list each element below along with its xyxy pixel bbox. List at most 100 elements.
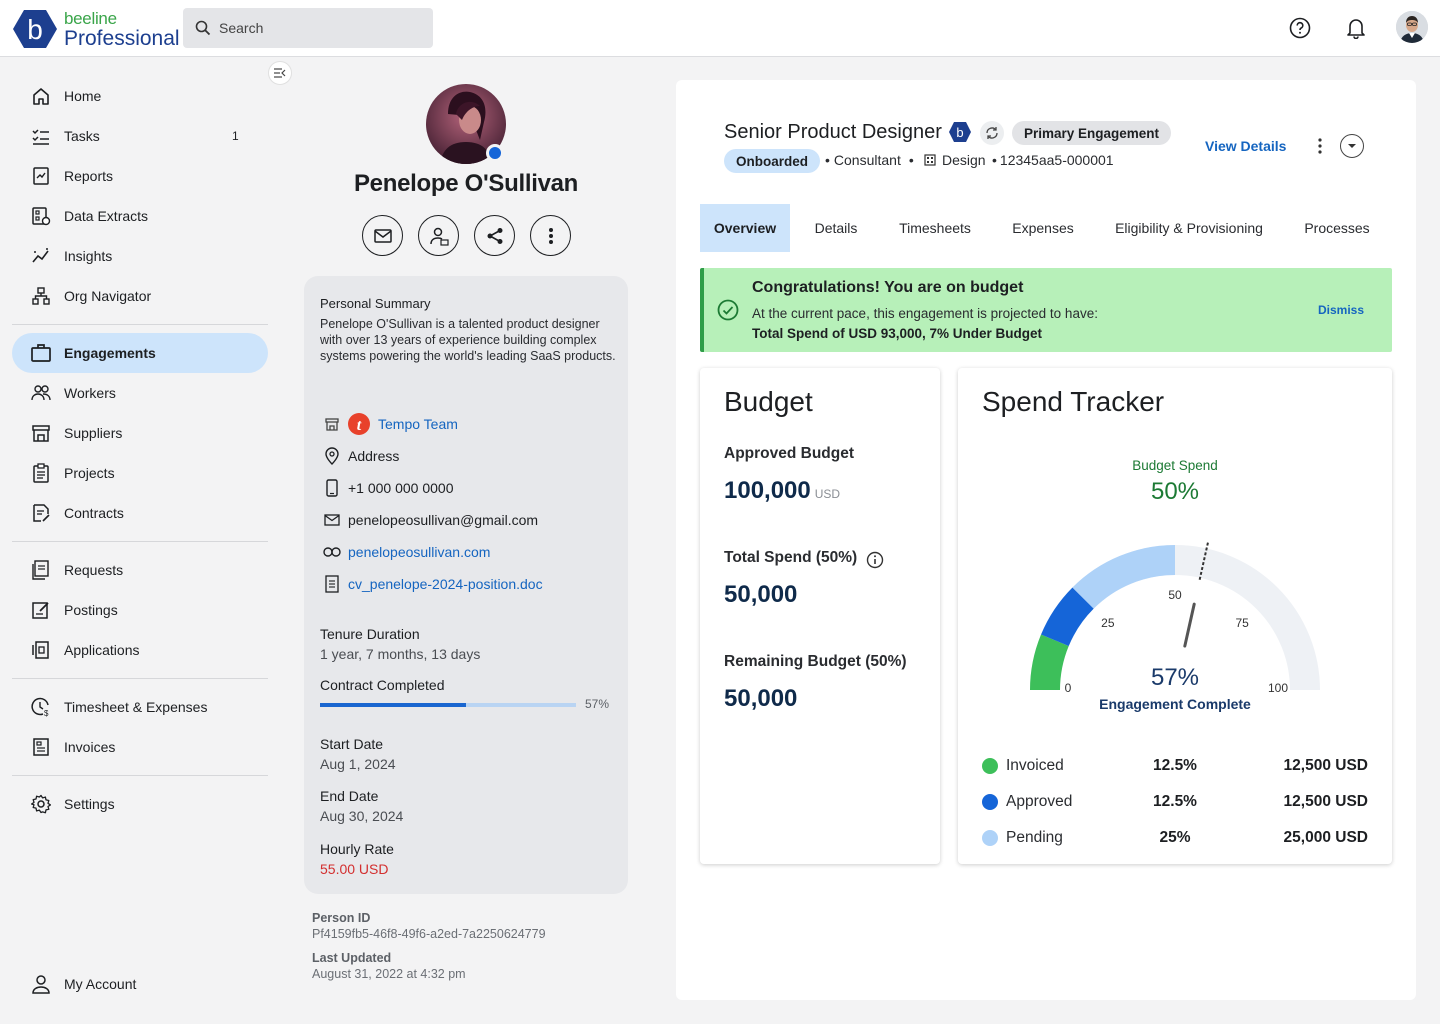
collapse-sidebar-button[interactable] xyxy=(268,61,292,85)
share-button[interactable] xyxy=(474,215,515,256)
cv-link[interactable]: cv_penelope-2024-position.doc xyxy=(348,576,543,592)
sidebar-item-my-account[interactable]: My Account xyxy=(12,964,268,1004)
sidebar-item-label: Postings xyxy=(64,602,118,618)
sidebar-item-label: Applications xyxy=(64,642,140,658)
tempo-team-logo-icon: t xyxy=(348,413,370,435)
sidebar-item-invoices[interactable]: Invoices xyxy=(12,727,268,767)
engagement-id: • 12345aa5-000001 xyxy=(992,152,1114,168)
help-button[interactable] xyxy=(1286,14,1314,42)
top-bar: b beeline Professional Search xyxy=(0,0,1440,57)
sidebar-item-postings[interactable]: Postings xyxy=(12,590,268,630)
tab-processes[interactable]: Processes xyxy=(1304,220,1370,236)
user-avatar[interactable] xyxy=(1396,11,1428,43)
info-button[interactable] xyxy=(866,551,884,569)
sidebar-item-data-extracts[interactable]: Data Extracts xyxy=(12,196,268,236)
sidebar-item-requests[interactable]: Requests xyxy=(12,550,268,590)
sidebar-item-label: Invoices xyxy=(64,739,116,755)
org-chart-icon xyxy=(30,285,52,307)
profile-name: Penelope O'Sullivan xyxy=(353,170,579,197)
engagement-department: Design xyxy=(924,152,986,168)
dismiss-button[interactable]: Dismiss xyxy=(1318,303,1365,317)
cv-row: cv_penelope-2024-position.doc xyxy=(322,573,543,595)
address-row: Address xyxy=(322,445,399,467)
status-badge: Onboarded xyxy=(724,149,821,173)
bullet: • xyxy=(825,152,830,168)
account-icon xyxy=(30,973,52,995)
email-text[interactable]: penelopeosullivan@gmail.com xyxy=(348,512,539,528)
legend-name: Invoiced xyxy=(1006,757,1064,774)
sync-button[interactable] xyxy=(980,121,1004,145)
tab-expenses[interactable]: Expenses xyxy=(1012,220,1074,236)
website-row: penelopeosullivan.com xyxy=(322,541,490,563)
sidebar-item-label: Timesheet & Expenses xyxy=(64,699,208,715)
help-icon xyxy=(1289,17,1311,39)
approved-budget-value: 100,000 USD xyxy=(724,477,840,505)
tab-timesheets[interactable]: Timesheets xyxy=(899,220,971,236)
sidebar-item-projects[interactable]: Projects xyxy=(12,453,268,493)
workers-icon xyxy=(30,382,52,404)
budget-card xyxy=(700,368,940,864)
beeline-logo[interactable]: b beeline Professional xyxy=(12,8,180,50)
link-icon xyxy=(322,542,342,562)
currency-unit: USD xyxy=(814,487,841,501)
tasks-icon xyxy=(30,125,52,147)
engagement-complete-label: Engagement Complete xyxy=(1099,696,1251,712)
tab-eligibility-provisioning[interactable]: Eligibility & Provisioning xyxy=(1115,220,1263,236)
sidebar-item-suppliers[interactable]: Suppliers xyxy=(12,413,268,453)
legend-amount: 12,500 USD xyxy=(1283,793,1368,810)
sync-icon xyxy=(986,127,998,139)
legend-row-invoiced: Invoiced 12.5% 12,500 USD xyxy=(982,754,1368,778)
search-input[interactable]: Search xyxy=(183,8,433,48)
user-photo-icon xyxy=(1396,11,1428,43)
briefcase-icon xyxy=(30,342,52,364)
brand-bottom: Professional xyxy=(64,26,180,50)
more-actions-button[interactable] xyxy=(530,215,571,256)
website-link[interactable]: penelopeosullivan.com xyxy=(348,544,491,560)
legend-dot xyxy=(982,758,998,774)
sidebar-item-insights[interactable]: Insights xyxy=(12,236,268,276)
sidebar-item-label: Contracts xyxy=(64,505,124,521)
more-vertical-icon xyxy=(1318,138,1322,154)
home-icon xyxy=(30,85,52,107)
primary-engagement-chip: Primary Engagement xyxy=(1012,121,1172,145)
contact-card-button[interactable] xyxy=(418,215,459,256)
sidebar-item-org-navigator[interactable]: Org Navigator xyxy=(12,276,268,316)
contract-progress-fill xyxy=(320,703,466,707)
summary-title: Personal Summary xyxy=(320,296,431,311)
engagement-title: Senior Product Designer xyxy=(724,121,942,143)
sidebar-item-label: Org Navigator xyxy=(64,288,152,304)
beeline-logo-icon: b xyxy=(13,10,57,48)
email-action-button[interactable] xyxy=(362,215,403,256)
bullet: • xyxy=(992,152,997,168)
notifications-button[interactable] xyxy=(1342,14,1370,42)
phone-icon xyxy=(322,478,342,498)
sidebar-divider xyxy=(12,541,268,542)
sidebar-item-engagements[interactable]: Engagements xyxy=(12,333,268,373)
bell-icon xyxy=(1347,19,1365,39)
tab-overview[interactable]: Overview xyxy=(700,204,790,252)
sidebar-divider xyxy=(12,775,268,776)
sidebar-item-tasks[interactable]: Tasks 1 xyxy=(12,116,268,156)
gauge-tick-label: 25 xyxy=(1101,616,1115,630)
more-options-button[interactable] xyxy=(1310,136,1330,156)
insights-icon xyxy=(30,245,52,267)
gauge-tick-label: 100 xyxy=(1268,681,1288,695)
expand-button[interactable] xyxy=(1340,134,1364,158)
view-details-link[interactable]: View Details xyxy=(1205,138,1287,154)
contract-label: Contract Completed xyxy=(320,677,445,693)
sidebar-item-home[interactable]: Home xyxy=(12,76,268,116)
sidebar-item-workers[interactable]: Workers xyxy=(12,373,268,413)
sidebar-item-contracts[interactable]: Contracts xyxy=(12,493,268,533)
tab-details[interactable]: Details xyxy=(814,220,858,236)
banner-line-2: Total Spend of USD 93,000, 7% Under Budg… xyxy=(752,326,1043,341)
sidebar-item-applications[interactable]: Applications xyxy=(12,630,268,670)
sidebar-item-timesheet-expenses[interactable]: $ Timesheet & Expenses xyxy=(12,687,268,727)
contract-percent: 57% xyxy=(585,697,610,711)
sidebar-item-reports[interactable]: Reports xyxy=(12,156,268,196)
end-date-label: End Date xyxy=(320,788,379,804)
legend-row-pending: Pending 25% 25,000 USD xyxy=(982,826,1368,850)
end-date-value: Aug 30, 2024 xyxy=(320,808,404,824)
sidebar-item-settings[interactable]: Settings xyxy=(12,784,268,824)
store-icon xyxy=(30,422,52,444)
company-link[interactable]: Tempo Team xyxy=(378,416,458,432)
